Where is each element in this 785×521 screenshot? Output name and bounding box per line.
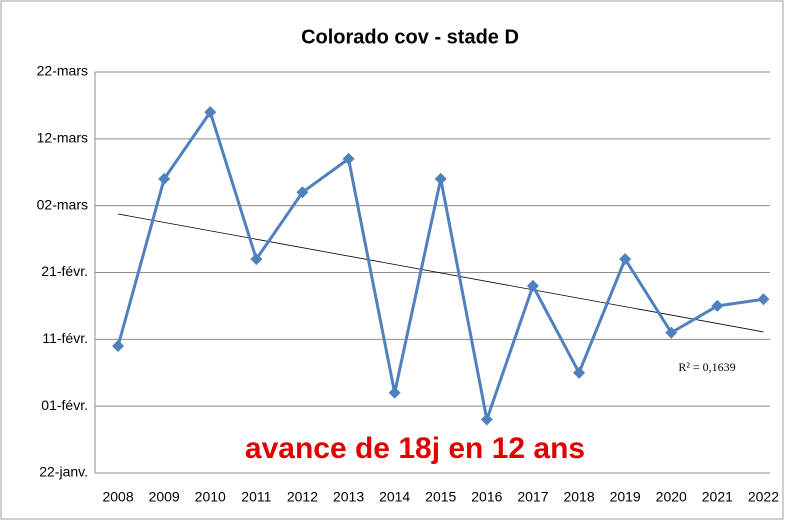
marker bbox=[711, 299, 724, 312]
marker bbox=[665, 326, 678, 339]
x-tick-label: 2022 bbox=[748, 489, 779, 505]
x-tick-label: 2014 bbox=[379, 489, 410, 505]
y-tick-label: 11-févr. bbox=[42, 330, 88, 346]
chart-title: Colorado cov - stade D bbox=[301, 26, 519, 48]
marker bbox=[526, 279, 539, 292]
annotation: avance de 18j en 12 ans bbox=[245, 432, 585, 465]
marker bbox=[388, 386, 401, 399]
y-tick-label: 21-févr. bbox=[41, 263, 88, 279]
x-tick-label: 2012 bbox=[287, 489, 318, 505]
r-squared: R² = 0,1639 bbox=[678, 360, 735, 374]
x-tick-label: 2017 bbox=[517, 489, 548, 505]
x-tick-label: 2009 bbox=[149, 489, 180, 505]
marker bbox=[342, 152, 355, 165]
x-tick-label: 2011 bbox=[241, 489, 271, 505]
y-tick-label: 22-janv. bbox=[39, 464, 88, 480]
x-tick-label: 2015 bbox=[425, 489, 456, 505]
marker bbox=[158, 172, 171, 185]
marker bbox=[757, 293, 770, 306]
x-tick-label: 2018 bbox=[563, 489, 594, 505]
marker bbox=[204, 106, 217, 119]
x-tick-label: 2013 bbox=[333, 489, 364, 505]
marker bbox=[619, 253, 632, 266]
y-tick-label: 01-févr. bbox=[41, 397, 88, 413]
x-tick-label: 2016 bbox=[471, 489, 502, 505]
x-tick-label: 2021 bbox=[702, 489, 733, 505]
x-tick-label: 2020 bbox=[656, 489, 687, 505]
marker bbox=[480, 413, 493, 426]
marker bbox=[250, 253, 263, 266]
x-tick-label: 2008 bbox=[102, 489, 133, 505]
x-tick-label: 2019 bbox=[610, 489, 641, 505]
marker bbox=[573, 366, 586, 379]
y-tick-label: 02-mars bbox=[37, 196, 88, 212]
marker bbox=[296, 186, 309, 199]
y-tick-label: 12-mars bbox=[37, 130, 88, 146]
y-tick-label: 22-mars bbox=[37, 63, 88, 79]
marker bbox=[112, 340, 125, 353]
trendline bbox=[117, 213, 764, 333]
marker bbox=[434, 172, 447, 185]
x-tick-label: 2010 bbox=[195, 489, 226, 505]
